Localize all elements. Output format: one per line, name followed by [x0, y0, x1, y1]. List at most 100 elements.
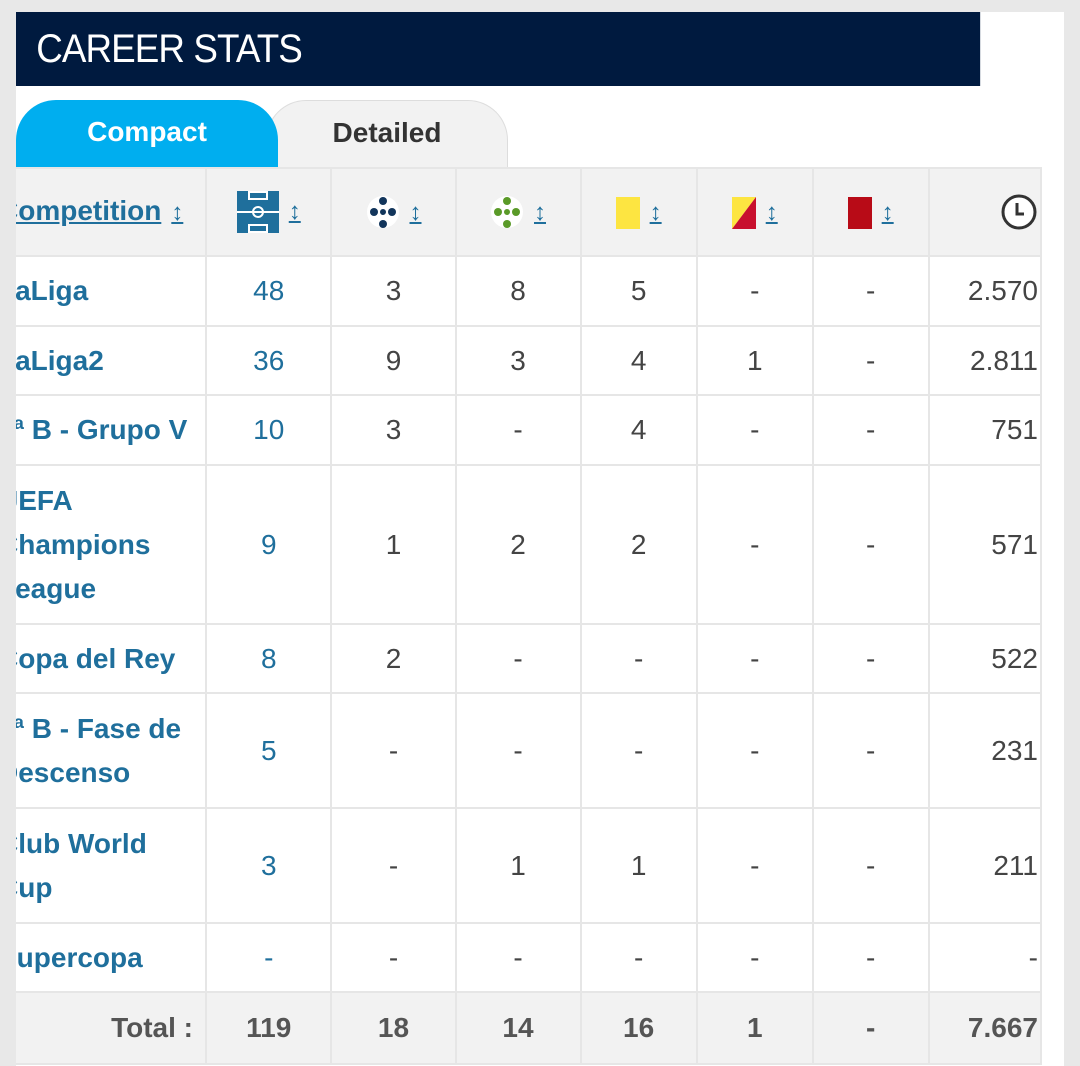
cell-minutes: 571: [927, 464, 1043, 625]
ball-goals-icon: [366, 196, 399, 229]
cell-yellowred: -: [695, 255, 814, 327]
table-row: Supercopa-------: [16, 922, 1043, 993]
competition-link[interactable]: UEFA Champions League: [16, 464, 208, 625]
clock-icon: [1001, 194, 1037, 230]
total-label: Total :: [16, 991, 208, 1065]
cell-minutes: 2.811: [927, 325, 1043, 396]
cell-yellow: 4: [579, 394, 698, 466]
competition-link[interactable]: Club World Cup: [16, 807, 208, 924]
stats-table-scroll[interactable]: Competition↕ ↕ ↕ ↕ ↕ ↕ ↕ LaLiga48385--2.…: [16, 167, 1064, 1066]
cell-red: -: [811, 922, 930, 993]
cell-assists: -: [454, 394, 582, 466]
cell-minutes: 751: [927, 394, 1043, 466]
cell-goals: 3: [330, 255, 457, 327]
cell-yellow: -: [579, 692, 698, 809]
table-row: UEFA Champions League9122--571: [16, 464, 1043, 625]
cell-red: -: [811, 623, 930, 694]
tab-bar: Compact Detailed: [16, 86, 1064, 168]
competition-link[interactable]: LaLiga: [16, 255, 208, 327]
minutes-header[interactable]: [927, 167, 1043, 257]
cell-minutes: 522: [927, 623, 1043, 694]
cell-yellowred: -: [695, 464, 814, 625]
table-row: 2ª B - Fase de Descenso5-----231: [16, 692, 1043, 809]
sort-icon[interactable]: ↕: [765, 199, 778, 227]
sort-competition[interactable]: Competition ↕: [16, 167, 208, 257]
cell-assists: -: [454, 623, 582, 694]
tab-compact[interactable]: Compact: [16, 100, 278, 167]
cell-apps[interactable]: 9: [205, 464, 333, 625]
yellow-card-icon: [615, 196, 640, 229]
sort-icon[interactable]: ↕: [409, 198, 422, 226]
cell-apps[interactable]: 5: [205, 692, 333, 809]
competition-header[interactable]: Competition: [16, 195, 162, 226]
total-apps: 119: [205, 991, 333, 1065]
sort-icon[interactable]: ↕: [288, 198, 301, 226]
cell-red: -: [811, 255, 930, 327]
competition-link[interactable]: Supercopa: [16, 922, 208, 993]
cell-apps[interactable]: -: [205, 922, 333, 993]
cell-red: -: [811, 692, 930, 809]
table-header-row: Competition ↕ ↕ ↕ ↕ ↕ ↕ ↕: [16, 167, 1043, 257]
cell-goals: 3: [330, 394, 457, 466]
ball-assists-icon: [491, 196, 523, 229]
sort-goals[interactable]: ↕: [330, 167, 457, 257]
cell-apps[interactable]: 10: [205, 394, 333, 466]
cell-yellow: -: [579, 922, 698, 993]
sort-icon[interactable]: ↕: [881, 199, 894, 227]
sort-yellow[interactable]: ↕: [579, 167, 698, 257]
sort-assists[interactable]: ↕: [454, 167, 582, 257]
cell-goals: -: [330, 692, 457, 809]
total-yellowred: 1: [695, 991, 814, 1065]
competition-link[interactable]: 2ª B - Grupo V: [16, 394, 208, 466]
sort-appearances[interactable]: ↕: [205, 167, 333, 257]
cell-goals: 1: [330, 464, 457, 625]
cell-minutes: 211: [927, 807, 1043, 924]
cell-assists: 3: [454, 325, 582, 396]
cell-yellowred: -: [695, 922, 814, 993]
sort-icon[interactable]: ↕: [171, 199, 184, 226]
cell-apps[interactable]: 8: [205, 623, 333, 694]
competition-link[interactable]: Copa del Rey: [16, 623, 208, 694]
table-row: Club World Cup3-11--211: [16, 807, 1043, 924]
cell-red: -: [811, 394, 930, 466]
total-goals: 18: [330, 991, 457, 1065]
competition-link[interactable]: LaLiga2: [16, 325, 208, 396]
total-red: -: [811, 991, 930, 1065]
sort-icon[interactable]: ↕: [534, 198, 546, 226]
cell-assists: -: [454, 922, 582, 993]
red-card-icon: [847, 196, 872, 229]
total-yellow: 16: [579, 991, 698, 1065]
cell-goals: -: [330, 922, 457, 993]
cell-assists: 1: [454, 807, 582, 924]
cell-goals: -: [330, 807, 457, 924]
cell-yellowred: -: [695, 807, 814, 924]
cell-red: -: [811, 325, 930, 396]
cell-assists: 2: [454, 464, 582, 625]
cell-apps[interactable]: 3: [205, 807, 333, 924]
table-row: LaLiga2369341-2.811: [16, 325, 1043, 396]
tab-detailed[interactable]: Detailed: [266, 100, 508, 168]
page-title: CAREER STATS: [16, 12, 981, 86]
cell-goals: 2: [330, 623, 457, 694]
cell-goals: 9: [330, 325, 457, 396]
sort-icon[interactable]: ↕: [649, 199, 662, 227]
total-assists: 14: [454, 991, 582, 1065]
competition-link[interactable]: 2ª B - Fase de Descenso: [16, 692, 208, 809]
career-stats-card: CAREER STATS Compact Detailed Competitio…: [16, 12, 1064, 1066]
cell-red: -: [811, 464, 930, 625]
cell-yellow: 1: [579, 807, 698, 924]
table-row: 2ª B - Grupo V 10 3-4- -751: [16, 394, 1043, 466]
yellow-red-card-icon: [731, 196, 756, 229]
cell-yellowred: 1: [695, 325, 814, 396]
cell-apps[interactable]: 48: [205, 255, 333, 327]
sort-yellow-red[interactable]: ↕: [695, 167, 814, 257]
total-row: Total :119 18 14 16 1-7.667: [16, 991, 1043, 1065]
cell-apps[interactable]: 36: [205, 325, 333, 396]
pitch-icon: [236, 191, 279, 233]
sort-red[interactable]: ↕: [811, 167, 930, 257]
cell-assists: 8: [454, 255, 582, 327]
cell-minutes: 231: [927, 692, 1043, 809]
cell-yellow: 4: [579, 325, 698, 396]
cell-yellow: 5: [579, 255, 698, 327]
